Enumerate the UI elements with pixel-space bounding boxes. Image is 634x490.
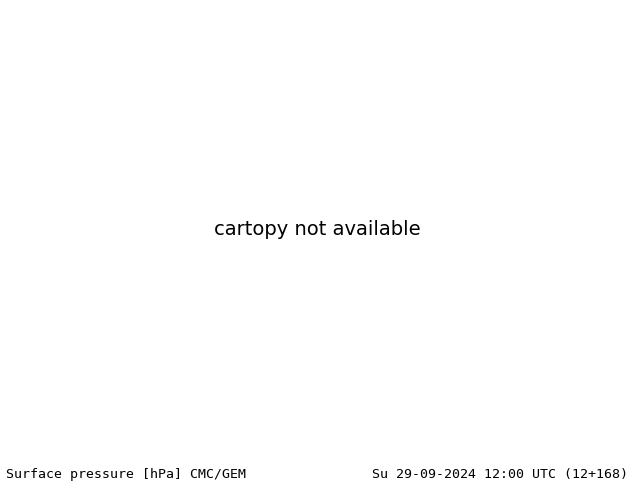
Text: cartopy not available: cartopy not available bbox=[214, 220, 420, 239]
Text: Su 29-09-2024 12:00 UTC (12+168): Su 29-09-2024 12:00 UTC (12+168) bbox=[372, 468, 628, 481]
Text: Surface pressure [hPa] CMC/GEM: Surface pressure [hPa] CMC/GEM bbox=[6, 468, 247, 481]
